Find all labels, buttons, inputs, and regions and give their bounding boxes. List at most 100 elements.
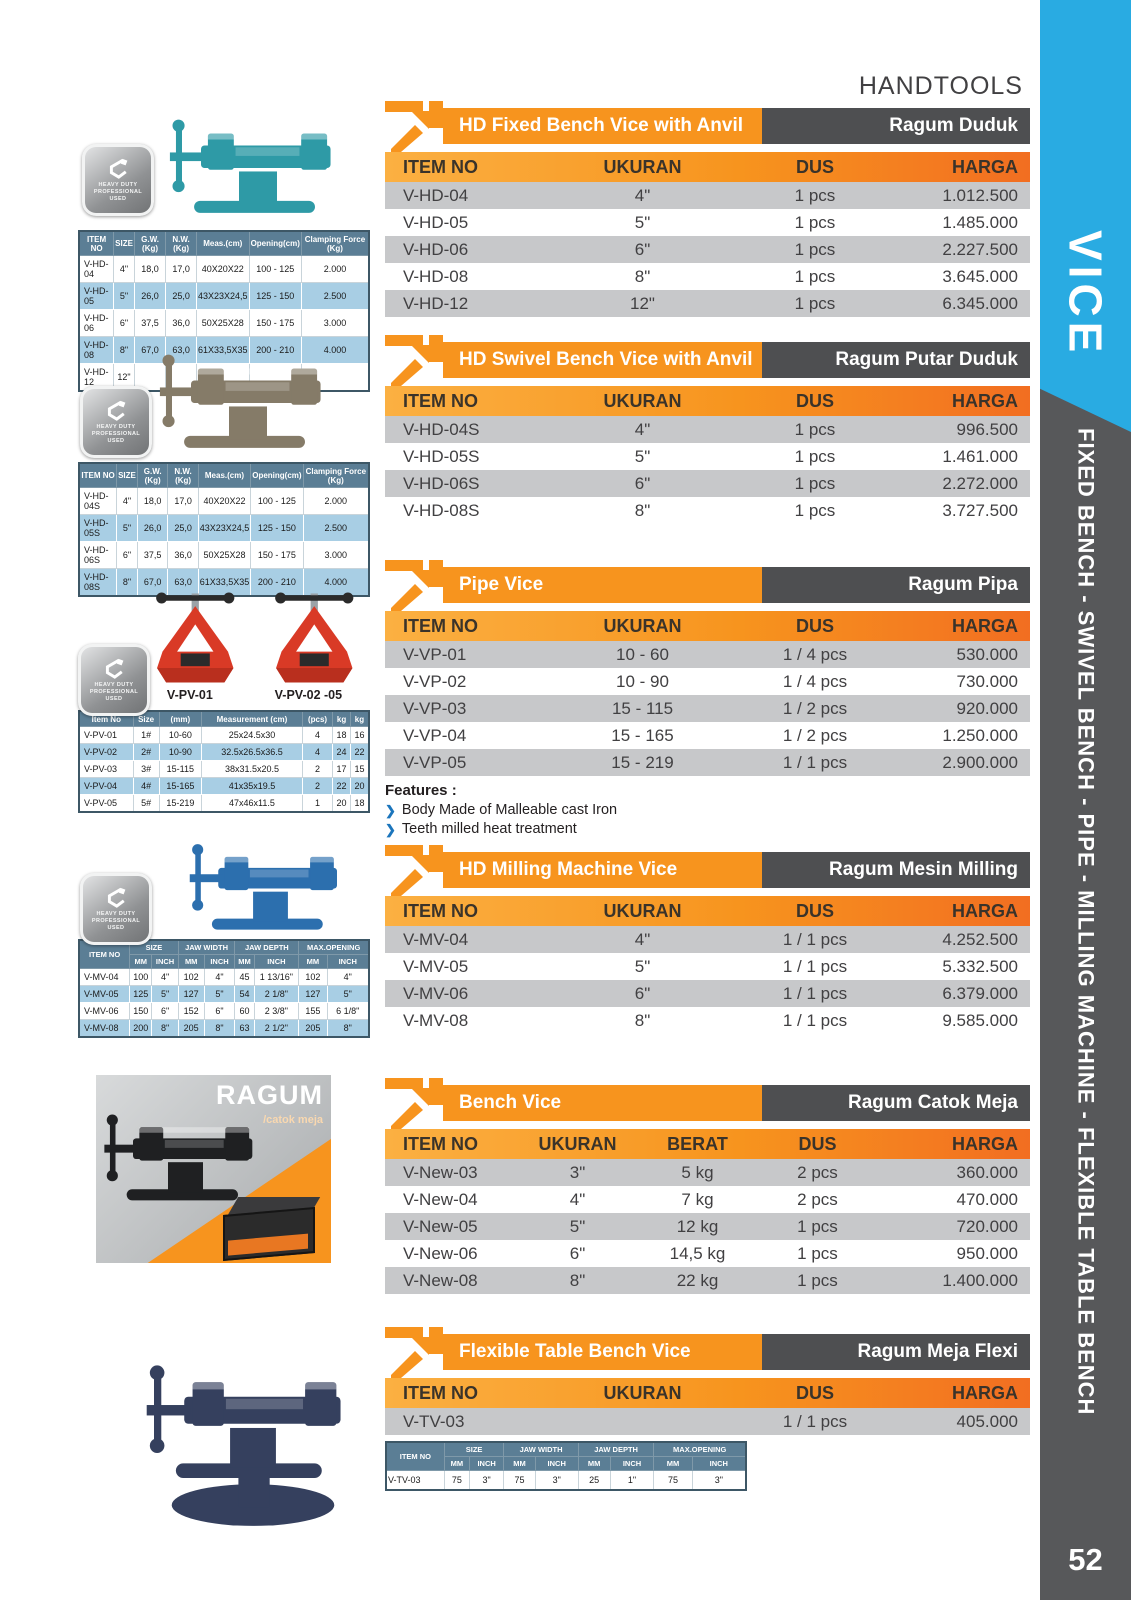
table-cell: 8": [634, 1010, 651, 1030]
table-cell: 996.500: [956, 419, 1018, 439]
price-table-hd-fixed: HD Fixed Bench Vice with Anvil Ragum Dud…: [385, 101, 1030, 317]
column-header: DUS: [798, 1133, 837, 1154]
spec-cell: V-MV-08: [78, 1019, 131, 1038]
spec-cell: 8": [116, 568, 138, 597]
sidebar: VICE FIXED BENCH - SWIVEL BENCH - PIPE -…: [1040, 0, 1131, 1600]
table-title-id: Ragum Catok Meja: [762, 1085, 1030, 1121]
spec-row: V-HD-04S 4" 18,0 17,0 40X20X22 100 - 125 2.000: [78, 487, 370, 515]
features-list: ❯ Body Made of Malleable cast Iron ❯ Teeth …: [385, 801, 1030, 839]
table-body: V-New-03 3" 5 kg 2 pcs 360.000 V-New-04 4" 7 kg…: [385, 1159, 1030, 1294]
table-cell: 1 / 1 pcs: [782, 1411, 848, 1431]
column-header-row: ITEM NO UKURAN DUS HARGA: [385, 1378, 1030, 1408]
spec-cell: V-PV-01: [78, 726, 134, 744]
spec-table-milling: ITEM NO SIZE JAW WIDTH JAW DEPTH MAX.OPENING…: [78, 939, 370, 1038]
spec-cell: 4: [301, 726, 334, 744]
spec-cell: 2 1/8": [253, 985, 300, 1003]
spec-cell: 125 - 150: [248, 282, 302, 310]
table-cell: 4": [634, 419, 651, 439]
heavy-duty-logo-icon: [105, 657, 125, 679]
table-row: V-HD-06S 6" 1 pcs 2.272.000: [385, 470, 1030, 497]
badge-line: HEAVY DUTY: [98, 181, 138, 188]
spec-column-header: ITEM NO: [385, 1441, 445, 1471]
spec-row: V-HD-04 4" 18,0 17,0 40X20X22 100 - 125 2.000: [78, 255, 370, 283]
spec-cell: 36,0: [167, 541, 199, 569]
table-row: V-HD-04 4" 1 pcs 1.012.500: [385, 182, 1030, 209]
spec-sub-header: MM: [234, 954, 255, 969]
table-cell: V-HD-04S: [403, 419, 480, 439]
spec-cell: 61X33,5X35: [196, 336, 250, 364]
spec-group-header: JAW WIDTH: [177, 939, 236, 955]
table-row: V-VP-01 10 - 60 1 / 4 pcs 530.000: [385, 641, 1030, 668]
column-header: DUS: [795, 1382, 834, 1403]
table-title-id: Ragum Mesin Milling: [762, 852, 1030, 888]
table-row: V-VP-05 15 - 219 1 / 1 pcs 2.900.000: [385, 749, 1030, 776]
table-row: V-MV-04 4" 1 / 1 pcs 4.252.500: [385, 926, 1030, 953]
spec-cell: 2.500: [300, 282, 370, 310]
table-cell: 15 - 115: [611, 698, 674, 718]
spec-cell: 152: [177, 1002, 205, 1020]
spec-cell: 4": [203, 968, 236, 986]
spec-cell: 26,0: [133, 282, 167, 310]
table-cell: 5.332.500: [942, 956, 1018, 976]
spec-cell: 47x46x11.5: [201, 794, 303, 813]
table-cell: 3.645.000: [942, 266, 1018, 286]
column-header: DUS: [795, 900, 834, 921]
spec-cell: 150: [129, 1002, 153, 1020]
table-cell: 1 pcs: [797, 1243, 838, 1263]
spec-row: V-HD-05 5" 26,0 25,0 43X23X24,5 125 - 150 2.50…: [78, 282, 370, 310]
table-cell: 6": [634, 983, 651, 1003]
table-cell: 1 / 1 pcs: [782, 929, 848, 949]
table-cell: 1 / 1 pcs: [782, 983, 848, 1003]
table-cell: V-New-06: [403, 1243, 478, 1263]
column-header: HARGA: [952, 156, 1018, 177]
table-cell: 9.585.000: [942, 1010, 1018, 1030]
spec-cell: V-HD-06: [78, 309, 115, 337]
spec-cell: 75: [653, 1470, 693, 1491]
table-cell: 530.000: [956, 644, 1018, 664]
spec-sub-header: INCH: [609, 1456, 655, 1471]
spec-cell: 102: [298, 968, 328, 986]
spec-cell: 200: [129, 1019, 153, 1038]
spec-cell: 125 - 150: [250, 514, 304, 542]
heavy-duty-badge: HEAVY DUTY PROFESSIONAL USED: [80, 386, 152, 458]
spec-group-header: JAW WIDTH: [503, 1441, 579, 1457]
table-cell: V-MV-05: [403, 956, 469, 976]
spec-cell: V-HD-04: [78, 255, 115, 283]
table-title: Flexible Table Bench Vice: [443, 1334, 762, 1370]
spec-cell: 38x31.5x20.5: [201, 760, 303, 778]
table-cell: 12": [630, 293, 655, 313]
category-caption: FIXED BENCH - SWIVEL BENCH - PIPE - MILL…: [1073, 428, 1099, 1416]
table-cell: V-New-03: [403, 1162, 478, 1182]
table-cell: 8": [569, 1270, 586, 1290]
spec-sub-header: INCH: [151, 954, 179, 969]
table-cell: 15 - 219: [611, 752, 674, 772]
spec-cell: 18,0: [136, 487, 169, 515]
column-header: ITEM NO: [403, 390, 478, 411]
table-cell: V-MV-08: [403, 1010, 469, 1030]
spec-cell: 150 - 175: [250, 541, 304, 569]
table-cell: V-HD-05: [403, 212, 469, 232]
badge-line: PROFESSIONAL: [89, 688, 139, 695]
table-cell: 1 / 2 pcs: [782, 725, 848, 745]
price-table-pipe: Pipe Vice Ragum Pipa ITEM NO UKURAN DUS HAR…: [385, 560, 1030, 839]
table-cell: V-HD-05S: [403, 446, 480, 466]
spec-cell: 75: [443, 1470, 470, 1491]
spec-column-header: Opening(cm): [250, 462, 304, 488]
table-cell: 950.000: [956, 1243, 1018, 1263]
pipe-vice-captions: V-PV-01 V-PV-02 -05: [136, 688, 373, 702]
spec-cell: V-HD-08S: [78, 568, 118, 597]
spec-cell: 15: [349, 760, 370, 778]
table-cell: 1 pcs: [794, 266, 836, 286]
spec-cell: 37,5: [136, 541, 169, 569]
spec-cell: 3.000: [302, 541, 370, 569]
table-row: V-VP-02 10 - 90 1 / 4 pcs 730.000: [385, 668, 1030, 695]
arrow-logo-icon: [385, 845, 443, 896]
spec-sub-header: MM: [443, 1456, 470, 1471]
table-row: V-HD-08S 8" 1 pcs 3.727.500: [385, 497, 1030, 524]
spec-cell: 6": [203, 1002, 236, 1020]
badge-line: USED: [107, 924, 125, 931]
spec-group-header: SIZE: [443, 1441, 505, 1457]
spec-column-header: Opening(cm): [248, 230, 302, 256]
spec-column-header: kg: [349, 710, 370, 727]
spec-cell: 2: [301, 760, 334, 778]
